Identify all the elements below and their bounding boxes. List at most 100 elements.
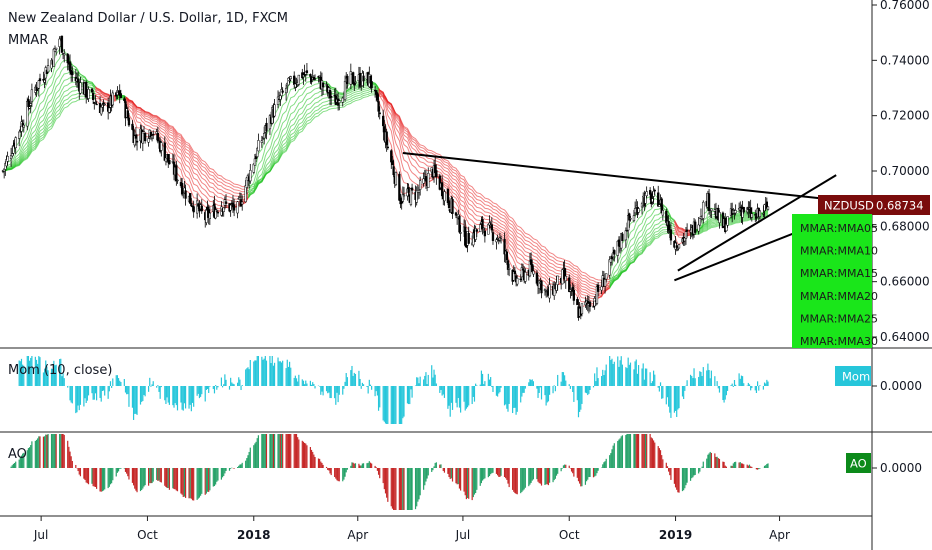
- candle-body: [224, 201, 228, 204]
- ma-label: MMAR:MMA20: [800, 290, 878, 303]
- candle-body: [176, 179, 179, 182]
- candle-body: [694, 221, 697, 233]
- candle-body: [392, 166, 395, 176]
- candle-body: [195, 200, 199, 214]
- candle-body: [208, 212, 212, 220]
- candle-body: [94, 102, 97, 104]
- candle-body: [524, 272, 527, 282]
- trendline[interactable]: [402, 152, 837, 202]
- price-axis[interactable]: 0.76000 0.74000 0.72000 0.70000 0.68000 0.660…: [872, 0, 930, 344]
- candle-body: [482, 228, 485, 230]
- candle-body: [200, 205, 203, 212]
- candle-body: [475, 229, 478, 232]
- candle-body: [102, 102, 105, 104]
- candle-body: [543, 289, 547, 291]
- mmar-ribbon-line: [378, 95, 610, 281]
- candle-body: [572, 289, 576, 301]
- ribbon-layer: [2, 44, 769, 310]
- candle-body: [459, 232, 462, 234]
- candle-body: [458, 215, 461, 233]
- candle-body: [600, 286, 603, 291]
- candle-body: [147, 138, 150, 143]
- mmar-ribbon-line: [2, 97, 96, 172]
- candle-body: [419, 180, 422, 190]
- mmar-ribbon-line: [125, 96, 249, 198]
- candle-body: [391, 160, 394, 166]
- candle-body: [621, 233, 624, 242]
- candle-body: [710, 208, 713, 211]
- candle-body: [26, 100, 29, 127]
- candle-body: [265, 122, 268, 132]
- candle-body: [66, 53, 69, 64]
- candle-body: [481, 218, 484, 229]
- momentum-axis-value: 0.0000: [880, 379, 922, 393]
- candle-body: [409, 188, 413, 205]
- candle-body: [12, 145, 15, 154]
- candle-body: [766, 206, 770, 210]
- mmar-ribbon-line: [247, 79, 380, 197]
- candle-body: [561, 269, 564, 285]
- candle-body: [87, 88, 90, 99]
- mmar-ribbon-line: [125, 98, 249, 207]
- time-axis-label: Jul: [455, 528, 470, 542]
- candle-body: [14, 137, 17, 149]
- candle-body: [30, 89, 34, 102]
- candle-body: [216, 212, 220, 214]
- candle-body: [288, 79, 291, 82]
- candle-body: [479, 224, 482, 233]
- candle-body: [633, 208, 637, 214]
- mmar-ribbon-line: [2, 94, 96, 172]
- candle-body: [325, 84, 328, 86]
- price-axis-label: 0.74000: [880, 53, 930, 67]
- candle-body: [376, 92, 379, 101]
- candle-body: [236, 201, 239, 214]
- candle-body: [726, 216, 729, 226]
- candle-body: [101, 104, 104, 108]
- candle-body: [516, 278, 519, 285]
- ma-label: MMAR:MMA25: [800, 312, 878, 325]
- candle-body: [718, 212, 721, 224]
- candle-body: [427, 173, 430, 188]
- mmar-ribbon-line: [247, 85, 379, 197]
- candle-body: [382, 115, 385, 127]
- candle-body: [358, 72, 362, 87]
- candle-body: [63, 53, 66, 56]
- price-badge: NZDUSD 0.68734: [818, 195, 930, 215]
- candle-body: [284, 87, 288, 94]
- candle-body: [467, 232, 470, 244]
- candle-body: [143, 132, 147, 142]
- candle-body: [548, 284, 551, 299]
- mmar-ribbon-line: [125, 99, 249, 188]
- candle-body: [175, 165, 178, 182]
- candle-body: [28, 106, 31, 109]
- candle-body: [410, 187, 414, 191]
- candle-body: [55, 47, 58, 50]
- mmar-ribbon-line: [378, 88, 610, 293]
- candle-body: [180, 182, 184, 195]
- candle-body: [629, 218, 632, 220]
- candle-body: [260, 140, 264, 143]
- candle-body: [276, 96, 280, 105]
- candle-body: [163, 142, 166, 161]
- candle-body: [346, 75, 349, 85]
- mmar-ribbon-line: [609, 228, 675, 284]
- candle-body: [540, 280, 543, 294]
- candle-body: [503, 238, 506, 255]
- mmar-ribbon-line: [2, 71, 96, 172]
- candle-body: [750, 213, 753, 218]
- candle-body: [309, 74, 312, 77]
- trendline[interactable]: [677, 174, 837, 272]
- candle-body: [637, 208, 640, 213]
- price-axis-label: 0.64000: [880, 330, 930, 344]
- candle-body: [18, 131, 21, 139]
- time-axis[interactable]: Jul Oct 2018 Apr Jul Oct 2019 Apr: [33, 516, 790, 542]
- candle-body: [100, 106, 103, 115]
- candle-body: [684, 231, 688, 239]
- candle-body: [519, 278, 522, 280]
- candle-body: [378, 112, 381, 115]
- candle-body: [593, 298, 596, 307]
- candle-body: [38, 78, 42, 82]
- time-axis-label: 2019: [659, 528, 692, 542]
- candle-body: [592, 306, 595, 308]
